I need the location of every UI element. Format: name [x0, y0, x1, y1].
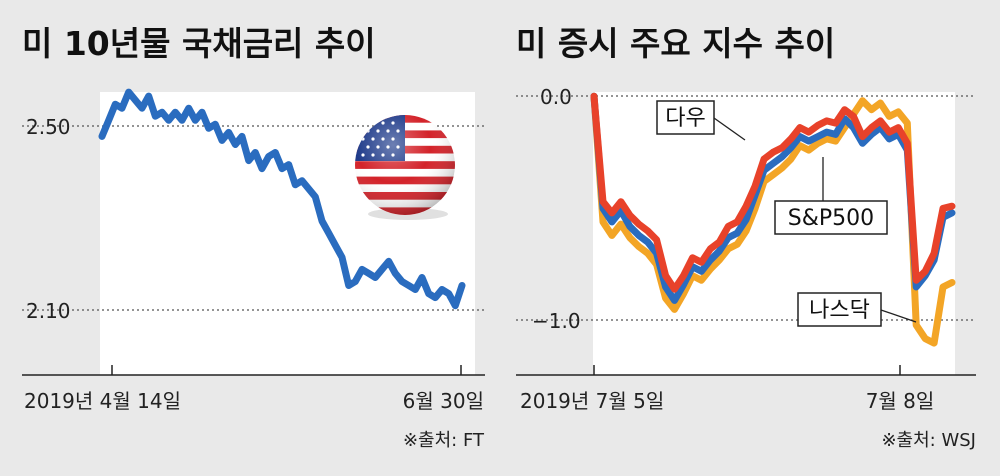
- series-line-nasdaq: [590, 92, 956, 347]
- stocks-panel: 미 증시 주요 지수 추이 0.0 −1.0 2019년 7월 5일 7월 8일…: [516, 24, 976, 451]
- stocks-title: 미 증시 주요 지수 추이: [516, 24, 835, 63]
- stocks-source: ※출처: WSJ: [881, 430, 976, 451]
- series-line-series-0: [98, 88, 466, 310]
- treasury-series-group: [98, 88, 466, 310]
- nasdaq-callout: 나스닥: [797, 292, 917, 327]
- stocks-ytick-zero: 0.0: [540, 85, 572, 109]
- stocks-ytick-minus-one: −1.0: [532, 309, 581, 333]
- treasury-title: 미 10년물 국채금리 추이: [22, 24, 376, 63]
- treasury-ytick-low: 2.10: [26, 299, 71, 323]
- sp500-callout: S&P500: [774, 157, 888, 235]
- dow-callout: 다우: [656, 100, 746, 141]
- treasury-xtick-end: 6월 30일: [403, 389, 484, 413]
- treasury-panel: 미 10년물 국채금리 추이 2.50 2.10 2019년 4월 14일 6월…: [22, 24, 485, 451]
- sp500-label: S&P500: [788, 206, 874, 231]
- treasury-ytick-high: 2.50: [26, 115, 71, 139]
- treasury-xtick-start: 2019년 4월 14일: [24, 389, 181, 413]
- stocks-series-group: [590, 92, 956, 347]
- stocks-xtick-end: 7월 8일: [866, 389, 935, 413]
- dow-label: 다우: [665, 106, 705, 131]
- stocks-xtick-start: 2019년 7월 5일: [520, 389, 664, 413]
- series-line-dow: [590, 92, 956, 293]
- us-flag-icon: [355, 115, 455, 220]
- nasdaq-label: 나스닥: [809, 298, 870, 323]
- treasury-source: ※출처: FT: [403, 430, 485, 451]
- series-line-s-p500: [590, 92, 956, 304]
